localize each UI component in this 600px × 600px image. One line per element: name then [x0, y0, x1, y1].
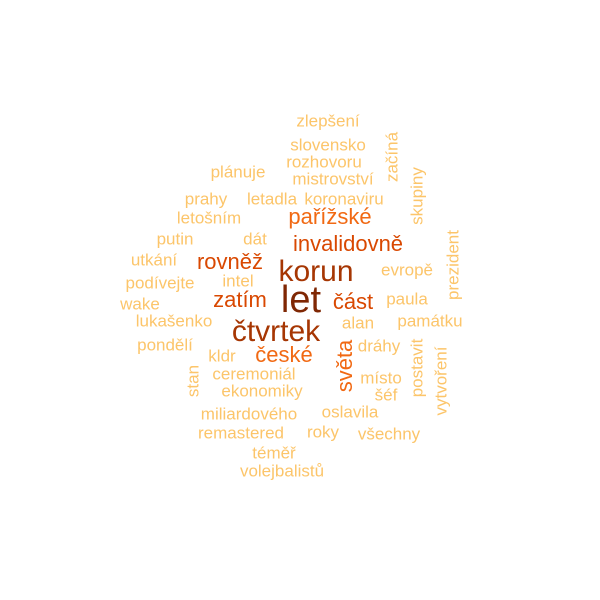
cloud-word: volejbalistů [239, 461, 325, 481]
cloud-word: wake [120, 294, 160, 314]
cloud-word: let [280, 279, 322, 321]
cloud-word: podívejte [125, 273, 195, 293]
cloud-word: putin [156, 229, 194, 249]
cloud-word: české [255, 342, 313, 367]
cloud-word: pondělí [137, 335, 193, 355]
cloud-word: evropě [381, 260, 433, 280]
cloud-word: paula [386, 289, 428, 309]
cloud-word: miliardového [200, 404, 298, 424]
cloud-word: koronaviru [304, 189, 384, 209]
cloud-word: korun [278, 255, 354, 288]
cloud-word: šéf [374, 385, 398, 405]
cloud-word: čtvrtek [231, 315, 321, 348]
cloud-word: rozhovoru [286, 152, 362, 172]
cloud-word: ekonomiky [221, 381, 303, 401]
cloud-word: skupiny [407, 167, 427, 225]
cloud-word: utkání [130, 250, 178, 270]
cloud-word: památku [397, 311, 463, 331]
cloud-word: prezident [443, 230, 463, 300]
cloud-word: roky [306, 422, 340, 442]
cloud-word: všechny [357, 424, 421, 444]
cloud-word: letadla [246, 189, 298, 209]
cloud-word: oslavila [321, 402, 379, 422]
cloud-word: postavit [407, 338, 427, 398]
cloud-word: začíná [382, 131, 402, 183]
cloud-word: místo [360, 368, 402, 388]
cloud-word: rovněž [196, 249, 264, 274]
cloud-word: světa [332, 339, 357, 393]
cloud-word: stan [183, 364, 203, 398]
cloud-word: dráhy [357, 336, 401, 356]
cloud-word: zatím [213, 287, 267, 312]
cloud-word: prahy [184, 189, 228, 209]
cloud-word: alan [341, 313, 375, 333]
cloud-word: intel [222, 271, 254, 291]
cloud-word: slovensko [290, 135, 366, 155]
cloud-word: ceremoniál [212, 364, 296, 384]
cloud-word: invalidovně [292, 231, 404, 256]
cloud-word: remastered [198, 423, 284, 443]
cloud-word: zlepšení [296, 111, 360, 131]
cloud-word: mistrovství [292, 169, 374, 189]
cloud-word: dát [243, 229, 267, 249]
cloud-word: vytvoření [431, 346, 451, 416]
cloud-word: část [332, 289, 374, 314]
cloud-word: téměř [252, 443, 296, 463]
cloud-word: kldr [208, 346, 236, 366]
cloud-word: lukašenko [135, 311, 213, 331]
cloud-word: plánuje [210, 162, 266, 182]
cloud-word: pařížské [288, 204, 372, 229]
cloud-word: letošním [176, 208, 242, 228]
